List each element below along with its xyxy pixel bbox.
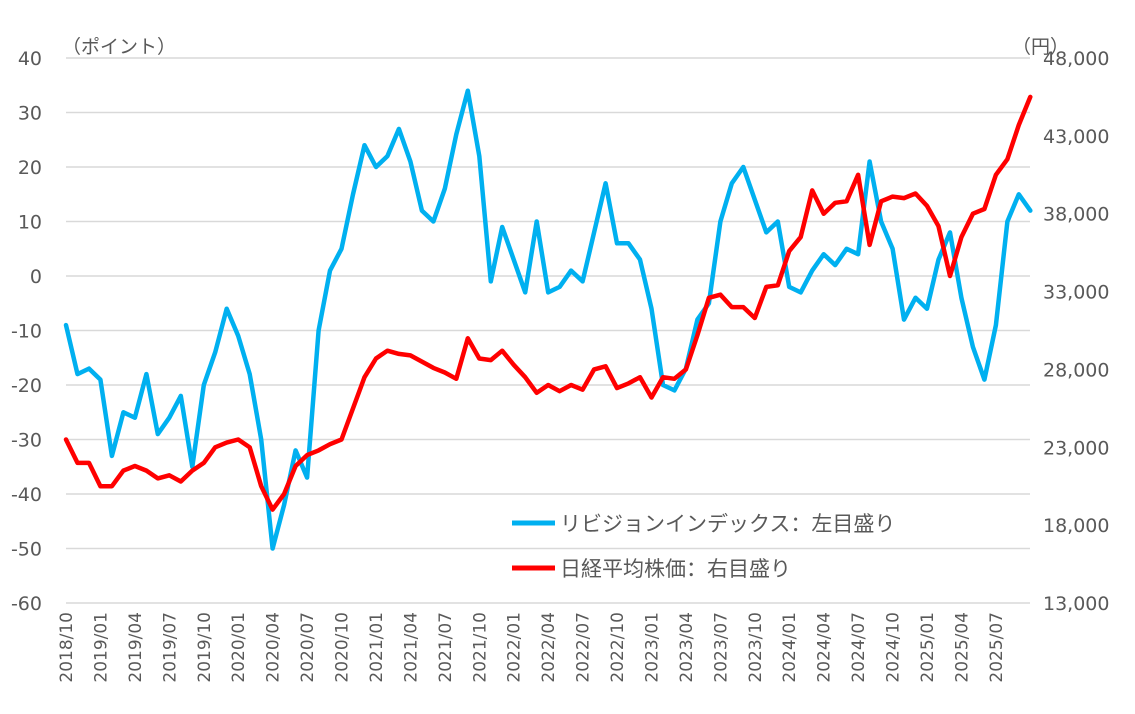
x-tick-label: 2019/01 [91,612,111,683]
left-tick-label: -60 [11,593,42,615]
left-tick-label: 0 [30,266,42,288]
x-tick-label: 2024/04 [815,612,835,683]
right-tick-label: 23,000 [1043,437,1109,459]
x-tick-label: 2019/04 [126,612,146,683]
x-tick-label: 2020/04 [264,612,284,683]
x-tick-label: 2020/10 [333,612,353,683]
x-tick-label: 2018/10 [57,612,77,683]
x-tick-label: 2021/07 [436,612,456,683]
x-tick-label: 2022/07 [574,612,594,683]
x-tick-label: 2019/10 [195,612,215,683]
x-tick-label: 2024/01 [780,612,800,683]
x-tick-label: 2020/01 [229,612,249,683]
left-tick-label: 30 [18,103,42,125]
right-tick-label: 28,000 [1043,359,1109,381]
legend-label-nikkei: 日経平均株価：右目盛り [560,557,791,581]
legend: リビジョンインデックス：左目盛り 日経平均株価：右目盛り [512,512,895,581]
x-tick-label: 2022/04 [539,612,559,683]
x-tick-label: 2019/07 [160,612,180,683]
left-tick-label: 10 [18,212,42,234]
left-tick-label: -40 [11,484,42,506]
right-tick-label: 13,000 [1043,593,1109,615]
x-tick-label: 2023/07 [711,612,731,683]
x-tick-label: 2020/07 [298,612,318,683]
left-tick-label: 40 [18,48,42,70]
legend-label-revision: リビジョンインデックス：左目盛り [560,512,895,536]
x-tick-label: 2021/10 [470,612,490,683]
x-tick-label: 2024/07 [849,612,869,683]
left-tick-label: -50 [11,539,42,561]
left-tick-label: -10 [11,321,42,343]
nikkei-line [63,94,1033,512]
left-axis-unit: （ポイント） [62,36,176,58]
right-tick-label: 33,000 [1043,282,1109,304]
x-tick-label: 2021/04 [401,612,421,683]
right-tick-label: 48,000 [1043,48,1109,70]
x-tick-label: 2025/04 [952,612,972,683]
left-tick-label: 20 [18,157,42,179]
left-tick-label: -20 [11,375,42,397]
right-axis-unit: （円） [1012,36,1069,58]
x-tick-label: 2023/04 [677,612,697,683]
right-tick-label: 38,000 [1043,204,1109,226]
revision-index-line [63,88,1033,551]
x-tick-label: 2022/10 [608,612,628,683]
x-tick-label: 2024/10 [884,612,904,683]
x-tick-label: 2021/01 [367,612,387,683]
left-tick-label: -30 [11,430,42,452]
x-tick-label: 2023/10 [746,612,766,683]
right-tick-label: 43,000 [1043,126,1109,148]
x-tick-label: 2025/01 [918,612,938,683]
right-tick-label: 18,000 [1043,515,1109,537]
x-tick-label: 2025/07 [987,612,1007,683]
x-tick-label: 2022/01 [505,612,525,683]
x-tick-label: 2023/01 [642,612,662,683]
